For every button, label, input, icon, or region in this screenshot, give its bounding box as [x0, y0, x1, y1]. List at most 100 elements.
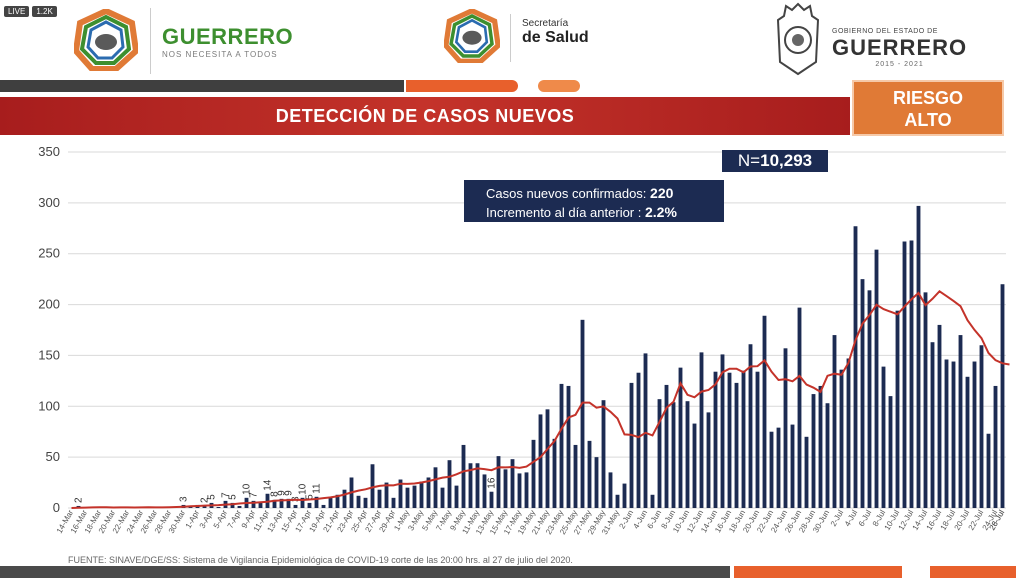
- bar: [720, 354, 725, 508]
- bar: [965, 376, 970, 508]
- data-label: 10: [242, 483, 253, 495]
- brand-block: GUERRERO NOS NECESITA A TODOS: [162, 24, 293, 59]
- total-value: 10,293: [760, 151, 813, 170]
- bar: [832, 335, 837, 508]
- bar: [531, 439, 536, 508]
- data-label: 8: [270, 491, 281, 497]
- bar: [909, 240, 914, 508]
- data-label: 5: [207, 494, 218, 500]
- bar: [741, 370, 746, 508]
- bar: [314, 496, 319, 508]
- bar: [279, 498, 284, 508]
- x-tick-label: 6-Jul: [857, 508, 874, 528]
- bar: [860, 279, 865, 508]
- bar: [930, 342, 935, 508]
- risk-line2: ALTO: [904, 110, 952, 130]
- data-label: 5: [228, 494, 239, 500]
- bar: [384, 482, 389, 508]
- bar: [874, 249, 879, 508]
- bar: [405, 487, 410, 508]
- guerrero-logo-icon: [74, 9, 138, 71]
- bar: [433, 467, 438, 508]
- source-footer: FUENTE: SINAVE/DGE/SS: Sistema de Vigila…: [68, 555, 573, 565]
- bar: [216, 506, 221, 508]
- bar: [468, 463, 473, 508]
- increment-row: Incremento al día anterior : 2.2%: [486, 203, 724, 222]
- bar: [440, 487, 445, 508]
- bar: [251, 500, 256, 508]
- bar: [545, 409, 550, 508]
- bar: [524, 472, 529, 508]
- bar: [419, 481, 424, 508]
- bar: [853, 226, 858, 508]
- bar: [293, 504, 298, 508]
- increment-value: 2.2%: [644, 204, 677, 220]
- live-badge: LIVE: [4, 6, 30, 17]
- gob-line3: 2015 - 2021: [875, 61, 924, 68]
- bar: [916, 205, 921, 508]
- salud-line2: de Salud: [522, 29, 589, 46]
- y-tick-label: 100: [38, 398, 60, 413]
- bar: [979, 345, 984, 508]
- bar: [888, 396, 893, 508]
- bar: [202, 505, 207, 508]
- bar: [377, 489, 382, 508]
- x-tick-label: 2-Jul: [829, 508, 846, 528]
- bar: [958, 335, 963, 508]
- bar: [804, 436, 809, 508]
- gob-line2: GUERRERO: [832, 35, 968, 60]
- bar: [580, 319, 585, 508]
- bar: [776, 427, 781, 508]
- bar: [692, 423, 697, 508]
- bar: [503, 469, 508, 508]
- live-indicator: LIVE 1.2K: [4, 6, 57, 17]
- bar: [482, 474, 487, 508]
- data-label: 16: [487, 477, 498, 489]
- risk-badge: RIESGO ALTO: [852, 80, 1004, 136]
- bar: [678, 367, 683, 508]
- bar: [587, 440, 592, 508]
- total-cases-badge: N= 10,293: [722, 150, 828, 172]
- bar: [706, 412, 711, 508]
- bar: [986, 433, 991, 508]
- new-cases-label: Casos nuevos confirmados:: [486, 186, 647, 201]
- y-tick-label: 0: [53, 500, 60, 515]
- bar: [461, 444, 466, 508]
- bar: [895, 310, 900, 508]
- y-tick-label: 300: [38, 195, 60, 210]
- bottom-bar-orange-right: [930, 566, 1016, 578]
- bar: [685, 401, 690, 508]
- bar: [937, 324, 942, 508]
- new-cases-value: 220: [650, 185, 674, 201]
- bar: [608, 472, 613, 508]
- bar: [713, 371, 718, 508]
- bar: [762, 315, 767, 508]
- bar: [475, 463, 480, 508]
- salud-logo-icon: [444, 9, 500, 63]
- bar: [300, 497, 305, 508]
- bar: [398, 479, 403, 508]
- chart-title: DETECCIÓN DE CASOS NUEVOS: [0, 97, 850, 135]
- bar: [391, 497, 396, 508]
- bar: [412, 485, 417, 508]
- bar: [538, 414, 543, 508]
- data-label: 9: [277, 490, 288, 496]
- bar: [356, 495, 361, 508]
- bar: [972, 361, 977, 508]
- gob-block: GOBIERNO DEL ESTADO DE GUERRERO 2015 - 2…: [832, 28, 967, 68]
- bar: [342, 489, 347, 508]
- bar: [818, 385, 823, 508]
- y-tick-label: 200: [38, 297, 60, 312]
- bar: [951, 361, 956, 508]
- salud-line1: Secretaría: [522, 18, 569, 29]
- bar: [426, 477, 431, 508]
- decor-strip-orange-small: [538, 80, 580, 92]
- bar: [769, 431, 774, 508]
- brand-title: GUERRERO: [162, 24, 294, 49]
- bar: [335, 494, 340, 508]
- bar: [552, 438, 557, 508]
- bar: [734, 382, 739, 508]
- bar: [650, 494, 655, 508]
- bottom-bar-orange: [734, 566, 902, 578]
- bar: [559, 383, 564, 508]
